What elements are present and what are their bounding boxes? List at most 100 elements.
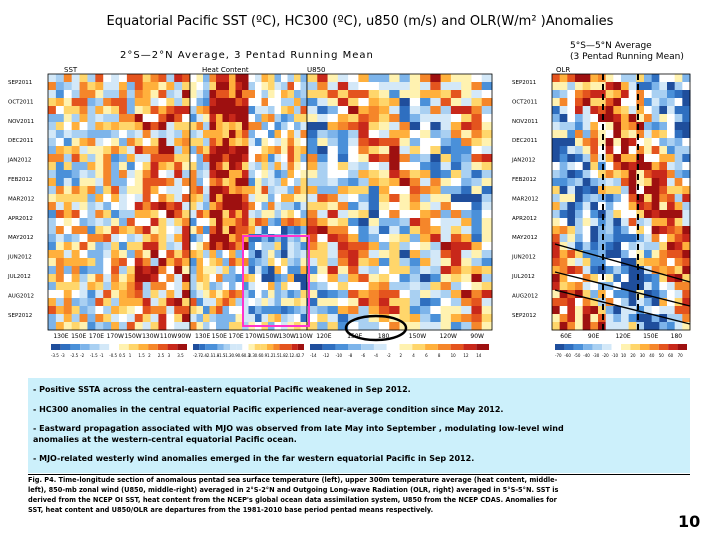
heat-cell (209, 298, 217, 307)
heat-cell (674, 258, 683, 267)
heat-cell (621, 274, 630, 283)
heat-cell (440, 114, 452, 123)
heat-cell (307, 298, 318, 307)
heat-cell (174, 98, 183, 107)
heat-cell (430, 306, 442, 315)
heat-cell (235, 242, 243, 251)
heat-cell (126, 154, 136, 163)
heat-cell (182, 250, 191, 259)
heat-cell (182, 146, 191, 155)
heat-cell (636, 266, 645, 275)
heat-cell (481, 322, 493, 331)
heat-cell (203, 186, 210, 195)
heat-cell (142, 306, 152, 315)
heat-cell (126, 210, 136, 219)
heat-cell (674, 210, 683, 219)
heat-cell (682, 186, 691, 195)
colorbar-swatch (177, 344, 187, 350)
heat-cell (575, 170, 584, 179)
heat-cell (567, 130, 576, 139)
heat-cell (605, 186, 614, 195)
heat-cell (55, 306, 65, 315)
heat-cell (613, 74, 622, 83)
heat-cell (559, 146, 568, 155)
heat-cell (628, 178, 637, 187)
heat-cell (420, 290, 431, 299)
heat-cell (158, 202, 167, 211)
heat-cell (79, 122, 88, 131)
heat-cell (126, 162, 136, 171)
heat-cell (142, 202, 152, 211)
heat-cell (268, 282, 275, 291)
heat-cell (399, 178, 411, 187)
heat-cell (134, 282, 144, 291)
heat-cell (126, 114, 136, 123)
colorbar-label: 2.7 (298, 353, 305, 358)
heat-cell (481, 258, 493, 267)
heat-cell (300, 218, 308, 227)
heat-cell (274, 114, 282, 123)
colorbar-swatch (242, 344, 249, 350)
heat-cell (317, 234, 329, 243)
heat-cell (621, 98, 630, 107)
heat-cell (294, 258, 301, 267)
heat-cell (126, 282, 136, 291)
heat-cell (222, 90, 230, 99)
heat-cell (142, 322, 152, 331)
heat-cell (389, 82, 400, 91)
heat-cell (95, 154, 104, 163)
heat-cell (628, 114, 637, 123)
colorbar-label: -14 (310, 353, 317, 358)
heat-cell (142, 146, 152, 155)
heat-cell (300, 130, 308, 139)
heat-cell (119, 74, 128, 83)
heat-cell (590, 82, 599, 91)
heat-cell (409, 82, 421, 91)
heat-cell (274, 218, 282, 227)
heat-cell (166, 130, 175, 139)
heat-cell (55, 298, 65, 307)
heat-cell (389, 282, 400, 291)
heat-cell (567, 90, 576, 99)
heat-cell (248, 178, 256, 187)
heat-cell (590, 162, 599, 171)
heat-cell (674, 98, 683, 107)
heat-cell (430, 146, 442, 155)
heat-cell (134, 322, 144, 331)
heat-cell (255, 98, 262, 107)
heat-cell (682, 298, 691, 307)
heat-cell (268, 114, 275, 123)
colorbar-swatch (217, 344, 224, 350)
heat-cell (294, 194, 301, 203)
heat-cell (103, 194, 112, 203)
heat-cell (287, 90, 295, 99)
heat-cell (255, 290, 262, 299)
heat-cell (368, 138, 380, 147)
heat-cell (582, 290, 591, 299)
heat-cell (196, 242, 204, 251)
heat-cell (644, 202, 653, 211)
heat-cell (268, 258, 275, 267)
heat-cell (590, 98, 599, 107)
heat-cell (222, 138, 230, 147)
colorbar-swatch (211, 344, 218, 350)
heat-cell (471, 274, 483, 283)
heat-cell (450, 98, 462, 107)
heat-cell (636, 162, 645, 171)
heat-cell (235, 266, 243, 275)
x-tick-label: 180 (378, 333, 390, 340)
heat-cell (667, 106, 676, 115)
heat-cell (674, 242, 683, 251)
heat-cell (420, 314, 431, 323)
heat-cell (248, 90, 256, 99)
heat-cell (71, 162, 81, 171)
heat-cell (229, 170, 236, 179)
heat-cell (559, 250, 568, 259)
heat-cell (667, 234, 676, 243)
heat-cell (659, 162, 668, 171)
heat-cell (294, 162, 301, 171)
heat-cell (409, 98, 421, 107)
heat-cell (590, 250, 599, 259)
heat-cell (552, 114, 561, 123)
heat-cell (567, 106, 576, 115)
